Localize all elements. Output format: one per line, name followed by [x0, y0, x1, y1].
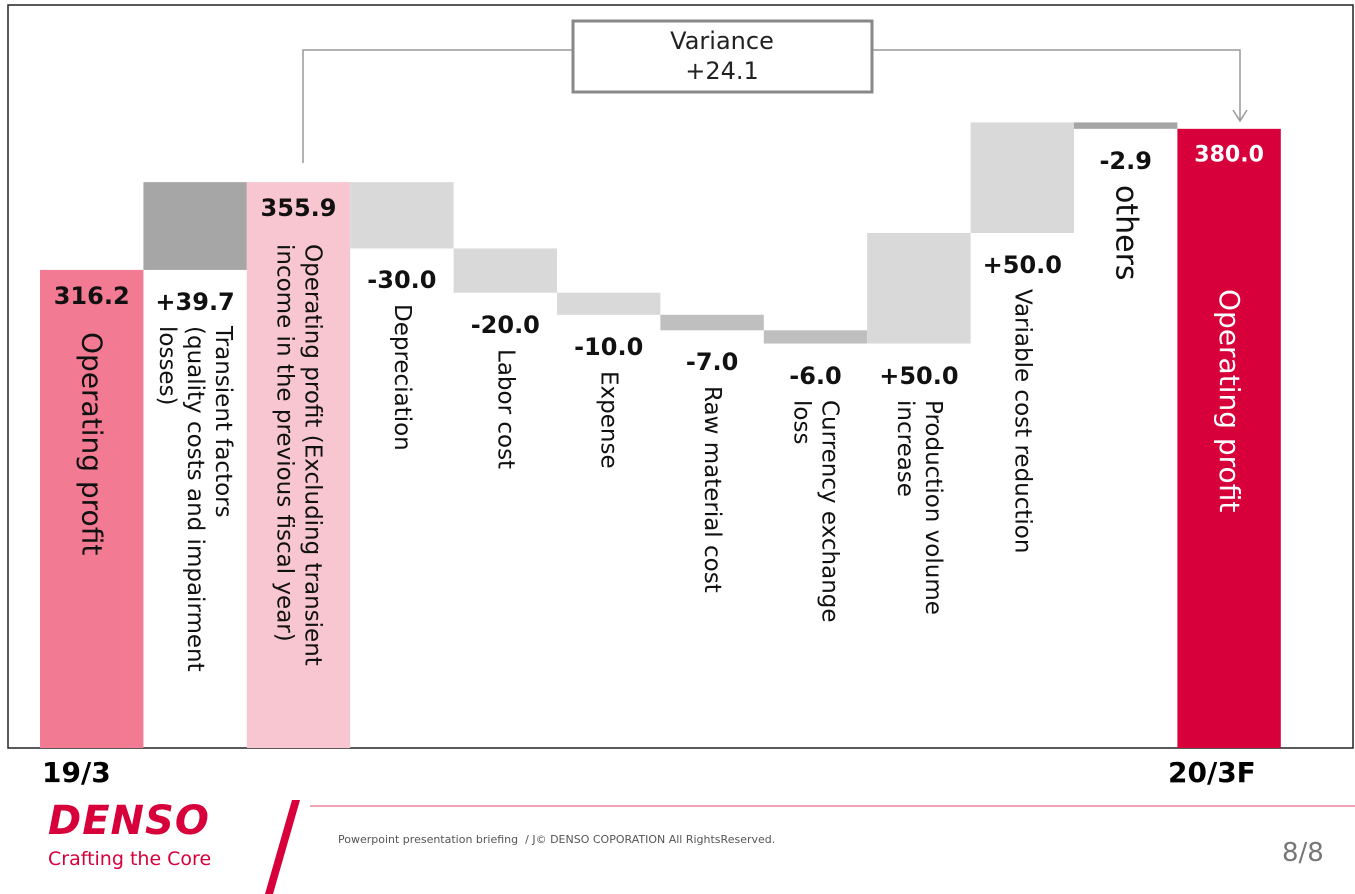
value-label: 355.9 [260, 194, 337, 223]
category-label: Variable cost reduction [1009, 288, 1036, 554]
bar [660, 314, 764, 331]
bar [143, 182, 247, 270]
bar [1074, 122, 1178, 129]
category-label: others [1108, 184, 1144, 281]
value-label: +50.0 [879, 361, 959, 390]
bar [557, 292, 661, 315]
category-label: Transient factors (quality costs and imp… [154, 325, 237, 672]
category-label: Operating profit [1213, 288, 1247, 513]
category-label: Production volume increase [891, 399, 946, 615]
bar [40, 269, 144, 748]
bar [350, 182, 454, 249]
category-label: Operating profit (Excluding transient in… [271, 244, 326, 666]
variance-bracket [302, 49, 573, 163]
value-label: -30.0 [367, 266, 437, 295]
value-label: -7.0 [685, 348, 739, 377]
bar [1177, 128, 1281, 749]
bar [970, 122, 1074, 233]
bar [453, 248, 557, 293]
category-label: Labor cost [492, 348, 519, 469]
variance-box [571, 19, 874, 94]
category-label: Expense [595, 370, 622, 469]
category-label: Currency exchange loss [788, 399, 843, 623]
brand-tagline: Crafting the Core [48, 848, 212, 870]
variance-label: Variance [670, 27, 774, 55]
footer-slash [265, 800, 300, 894]
category-label: Depreciation [388, 304, 415, 452]
bar [763, 330, 868, 344]
footer-note: Powerpoint presentation briefing / J© DE… [338, 833, 776, 846]
variance-bracket [872, 49, 1241, 120]
category-label: Operating profit [75, 331, 109, 556]
period-start: 19/3 [42, 756, 111, 789]
period-end: 20/3F [1168, 756, 1256, 789]
bar [867, 232, 971, 344]
page-number: 8/8 [1282, 838, 1324, 868]
value-label: 316.2 [53, 281, 130, 310]
chart-frame [7, 4, 1354, 749]
value-label: +39.7 [155, 287, 235, 316]
value-label: -20.0 [470, 310, 540, 339]
category-label: Raw material cost [699, 386, 726, 594]
variance-arrow [1232, 109, 1248, 123]
value-label: -10.0 [574, 332, 644, 361]
value-label: -2.9 [1099, 146, 1152, 175]
value-label: -6.0 [789, 361, 842, 390]
brand-logo: DENSO [48, 798, 210, 844]
value-label: 380.0 [1194, 142, 1264, 168]
value-label: +50.0 [982, 250, 1062, 279]
variance-value: +24.1 [685, 57, 759, 85]
bar [246, 182, 351, 748]
